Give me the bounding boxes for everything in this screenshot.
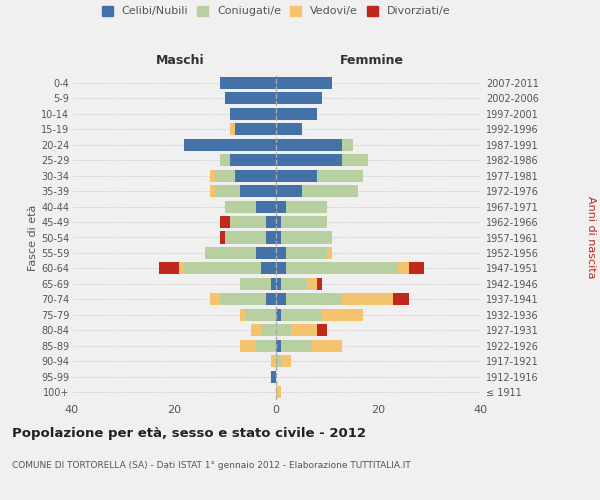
Text: Femmine: Femmine: [340, 54, 404, 68]
Bar: [225, 92, 276, 104]
Bar: [240, 340, 256, 352]
Bar: [281, 340, 312, 352]
Bar: [260, 262, 276, 274]
Bar: [327, 247, 332, 259]
Bar: [286, 247, 327, 259]
Bar: [235, 170, 276, 181]
Bar: [220, 232, 225, 243]
Bar: [276, 294, 286, 306]
Bar: [281, 232, 332, 243]
Bar: [184, 262, 260, 274]
Bar: [302, 185, 358, 197]
Bar: [271, 371, 276, 383]
Bar: [240, 309, 245, 321]
Text: Anni di nascita: Anni di nascita: [586, 196, 596, 279]
Bar: [276, 200, 286, 212]
Bar: [215, 185, 240, 197]
Bar: [245, 309, 276, 321]
Bar: [317, 170, 363, 181]
Bar: [281, 278, 307, 290]
Bar: [225, 232, 266, 243]
Bar: [342, 294, 394, 306]
Bar: [317, 324, 327, 336]
Bar: [286, 294, 342, 306]
Bar: [256, 200, 276, 212]
Text: Popolazione per età, sesso e stato civile - 2012: Popolazione per età, sesso e stato civil…: [12, 428, 366, 440]
Bar: [398, 262, 409, 274]
Bar: [230, 108, 276, 120]
Bar: [220, 76, 276, 89]
Text: Maschi: Maschi: [155, 54, 205, 68]
Bar: [210, 170, 215, 181]
Bar: [256, 247, 276, 259]
Bar: [276, 278, 281, 290]
Bar: [292, 324, 317, 336]
Bar: [276, 92, 322, 104]
Bar: [317, 278, 322, 290]
Bar: [260, 324, 276, 336]
Bar: [251, 324, 260, 336]
Text: COMUNE DI TORTORELLA (SA) - Dati ISTAT 1° gennaio 2012 - Elaborazione TUTTITALIA: COMUNE DI TORTORELLA (SA) - Dati ISTAT 1…: [12, 460, 411, 469]
Bar: [266, 232, 276, 243]
Bar: [276, 340, 281, 352]
Bar: [240, 185, 276, 197]
Bar: [230, 216, 266, 228]
Bar: [266, 216, 276, 228]
Bar: [179, 262, 184, 274]
Bar: [210, 185, 215, 197]
Bar: [276, 108, 317, 120]
Bar: [276, 309, 281, 321]
Bar: [276, 154, 342, 166]
Bar: [220, 154, 230, 166]
Bar: [240, 278, 271, 290]
Bar: [271, 356, 276, 368]
Bar: [276, 262, 286, 274]
Bar: [286, 200, 327, 212]
Bar: [394, 294, 409, 306]
Bar: [235, 123, 276, 135]
Bar: [276, 123, 302, 135]
Bar: [281, 216, 327, 228]
Bar: [276, 324, 292, 336]
Bar: [220, 216, 230, 228]
Bar: [322, 309, 362, 321]
Bar: [220, 294, 266, 306]
Bar: [342, 138, 353, 150]
Bar: [281, 309, 322, 321]
Bar: [342, 154, 368, 166]
Bar: [276, 232, 281, 243]
Bar: [230, 123, 235, 135]
Bar: [230, 154, 276, 166]
Bar: [276, 356, 281, 368]
Bar: [409, 262, 424, 274]
Bar: [286, 262, 398, 274]
Bar: [276, 76, 332, 89]
Bar: [276, 216, 281, 228]
Bar: [215, 170, 235, 181]
Legend: Celibi/Nubili, Coniugati/e, Vedovi/e, Divorziati/e: Celibi/Nubili, Coniugati/e, Vedovi/e, Di…: [101, 6, 451, 16]
Bar: [256, 340, 276, 352]
Bar: [276, 185, 302, 197]
Bar: [312, 340, 342, 352]
Bar: [276, 386, 281, 398]
Bar: [205, 247, 256, 259]
Bar: [266, 294, 276, 306]
Bar: [210, 294, 220, 306]
Bar: [158, 262, 179, 274]
Y-axis label: Fasce di età: Fasce di età: [28, 204, 38, 270]
Bar: [184, 138, 276, 150]
Bar: [225, 200, 256, 212]
Bar: [276, 170, 317, 181]
Bar: [276, 138, 342, 150]
Bar: [281, 356, 292, 368]
Bar: [271, 278, 276, 290]
Bar: [276, 247, 286, 259]
Bar: [307, 278, 317, 290]
